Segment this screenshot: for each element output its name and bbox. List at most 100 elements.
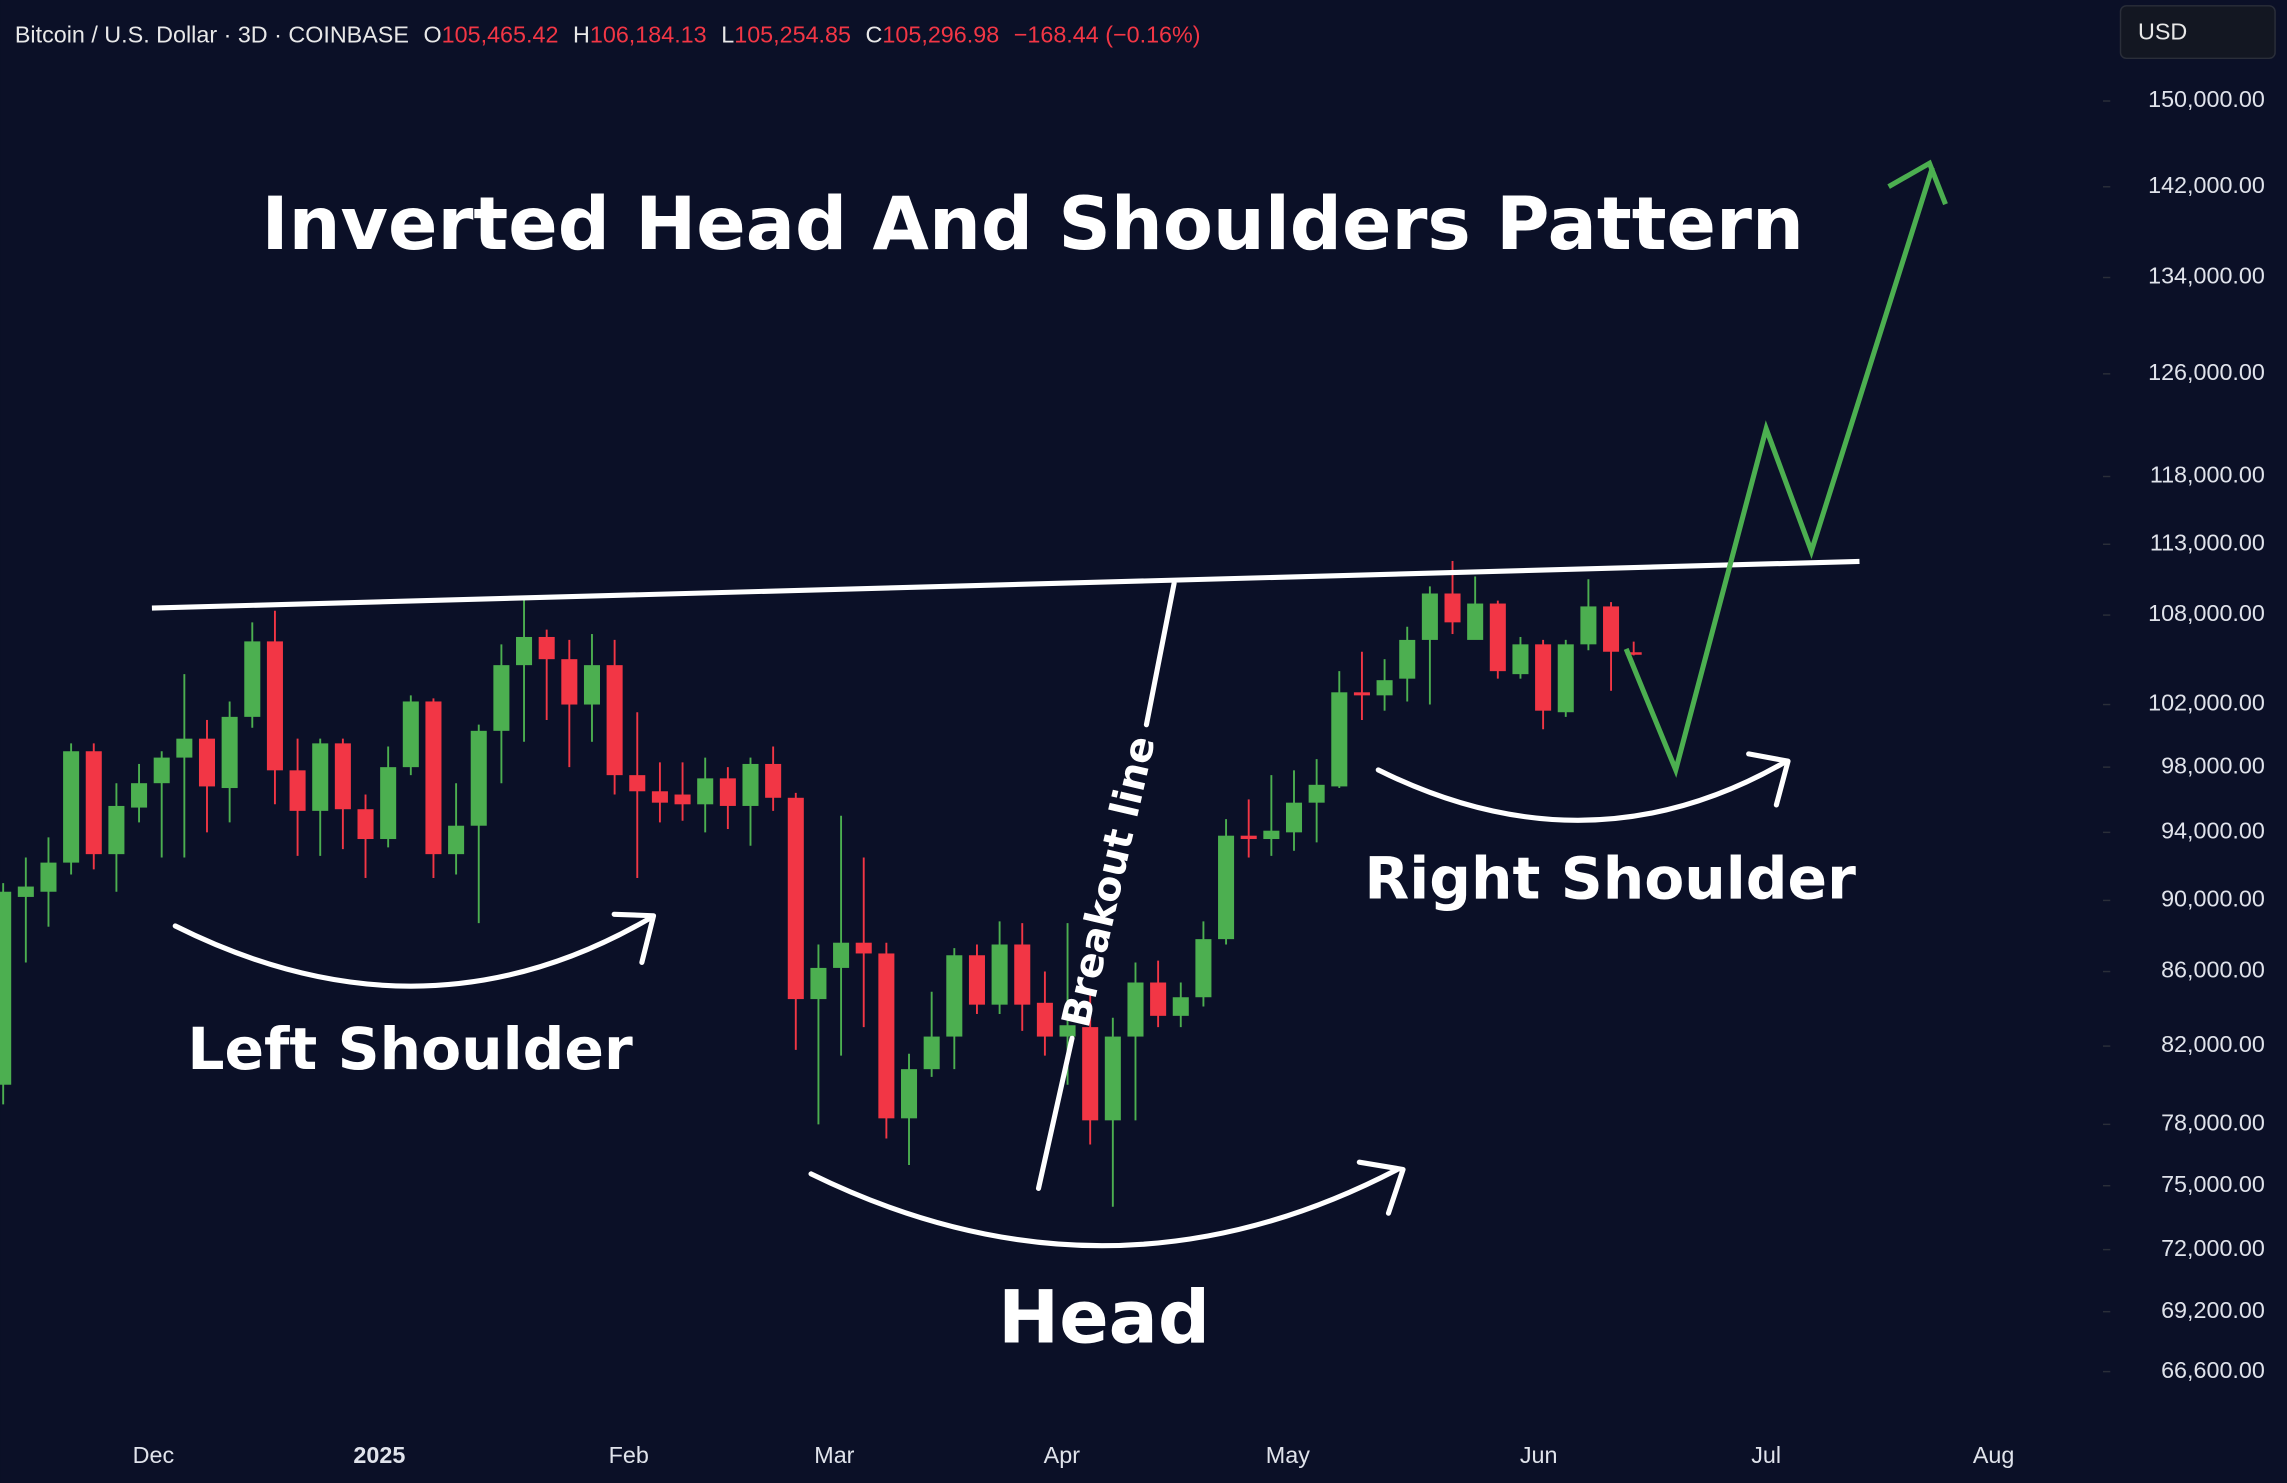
candle-body xyxy=(946,955,963,1037)
candle-body xyxy=(1127,982,1144,1037)
candle-body xyxy=(1059,1025,1076,1037)
candle-body xyxy=(583,665,600,705)
candle-body xyxy=(425,701,442,855)
symbol: Bitcoin / U.S. Dollar · 3D · COINBASE xyxy=(15,21,409,47)
curve-arrow xyxy=(172,916,652,989)
arrow-head xyxy=(1356,1159,1406,1216)
candle-body xyxy=(1036,1002,1053,1037)
arrow-head xyxy=(611,911,657,965)
candle-body xyxy=(697,778,714,805)
candle-body xyxy=(742,763,759,806)
candle-body xyxy=(1376,680,1393,696)
candle-body xyxy=(1580,606,1597,645)
candle-body xyxy=(1172,997,1189,1016)
candle-body xyxy=(1218,835,1235,940)
candle-body xyxy=(629,775,646,792)
candle-body xyxy=(561,659,578,705)
candle-body xyxy=(131,783,148,808)
candle-body xyxy=(674,794,691,805)
candle-body xyxy=(1331,692,1348,787)
y-tick-label: 94,000.00 xyxy=(2161,818,2265,844)
header: Bitcoin / U.S. Dollar · 3D · COINBASE O10… xyxy=(15,21,1201,47)
candle-body xyxy=(878,953,895,1119)
candle-body xyxy=(334,743,351,810)
annotation: Left Shoulder xyxy=(187,1015,633,1083)
candle-body xyxy=(470,730,487,826)
candle-body xyxy=(1399,639,1416,679)
candle-body xyxy=(198,738,216,787)
candle-body xyxy=(289,770,306,811)
y-tick-label: 142,000.00 xyxy=(2148,172,2265,198)
candle-body xyxy=(719,778,736,806)
projection-arrow-head xyxy=(1887,159,1948,206)
candle-body xyxy=(1082,1027,1099,1121)
y-tick-label: 82,000.00 xyxy=(2161,1031,2265,1057)
candle-body xyxy=(448,825,465,855)
candle-body xyxy=(1195,939,1212,998)
y-tick-label: 72,000.00 xyxy=(2161,1235,2265,1261)
y-tick-label: 134,000.00 xyxy=(2148,263,2265,289)
candle-body xyxy=(538,636,555,660)
curve-arrow xyxy=(808,1166,1400,1249)
candle-body xyxy=(244,641,261,717)
candle-body xyxy=(402,701,419,768)
candle-body xyxy=(1353,692,1370,696)
candle-body xyxy=(1263,830,1280,840)
ohlc-value: 105,296.98 xyxy=(882,21,999,47)
x-tick-label: Apr xyxy=(1044,1442,1081,1468)
currency-label[interactable]: USD xyxy=(2138,19,2187,45)
candle-body xyxy=(221,716,238,789)
x-tick-label: Jul xyxy=(1751,1442,1781,1468)
annotation: Right Shoulder xyxy=(1364,844,1856,912)
candle-body xyxy=(357,809,374,840)
y-tick-label: 118,000.00 xyxy=(2150,462,2265,488)
candle-body xyxy=(855,942,872,954)
candle-body xyxy=(63,751,80,863)
candle-body xyxy=(1421,593,1438,640)
projection-path xyxy=(1623,166,1935,778)
x-tick-label: 2025 xyxy=(353,1442,405,1468)
breakout-pointer xyxy=(1143,580,1177,728)
x-tick-label: May xyxy=(1266,1442,1310,1468)
arrow-head xyxy=(1746,751,1791,808)
candle-body xyxy=(266,641,283,771)
candle-body xyxy=(968,955,985,1005)
y-tick-label: 113,000.00 xyxy=(2150,529,2265,555)
currency-button[interactable] xyxy=(2119,5,2276,60)
candle-body xyxy=(606,665,623,776)
candle-body xyxy=(1557,644,1574,713)
neckline xyxy=(151,558,1860,611)
y-tick-label: 69,200.00 xyxy=(2161,1297,2265,1323)
y-tick-label: 98,000.00 xyxy=(2161,752,2265,778)
x-tick-label: Dec xyxy=(133,1442,175,1468)
candle-body xyxy=(1150,982,1167,1016)
x-tick-label: Mar xyxy=(814,1442,854,1468)
candle-body xyxy=(17,886,34,897)
x-tick-label: Jun xyxy=(1520,1442,1558,1468)
candle-body xyxy=(1104,1036,1121,1121)
candle-body xyxy=(1240,835,1257,840)
chart-title: Inverted Head And Shoulders Pattern xyxy=(261,182,1803,267)
y-tick-label: 102,000.00 xyxy=(2148,690,2265,716)
ohlc-key: L xyxy=(721,21,734,47)
candle-body xyxy=(380,767,397,840)
y-tick-label: 86,000.00 xyxy=(2161,957,2265,983)
y-tick-label: 108,000.00 xyxy=(2148,600,2265,626)
annotation: Head xyxy=(998,1276,1210,1361)
candle-body xyxy=(991,944,1008,1005)
candle-body xyxy=(85,751,102,855)
candle-body xyxy=(40,862,57,892)
y-tick-label: 126,000.00 xyxy=(2148,359,2265,385)
candle-body xyxy=(900,1069,918,1119)
candle-body xyxy=(1285,802,1303,833)
ohlc-value: 106,184.13 xyxy=(590,21,707,47)
candle-body xyxy=(1014,944,1031,1005)
candle-body xyxy=(651,791,668,803)
candle-body xyxy=(1535,644,1552,711)
candle-body xyxy=(787,797,804,1000)
candle-body xyxy=(153,757,170,784)
candle-body xyxy=(1512,644,1529,675)
candle-body xyxy=(1625,652,1642,655)
breakout-pointer xyxy=(1035,1035,1075,1191)
